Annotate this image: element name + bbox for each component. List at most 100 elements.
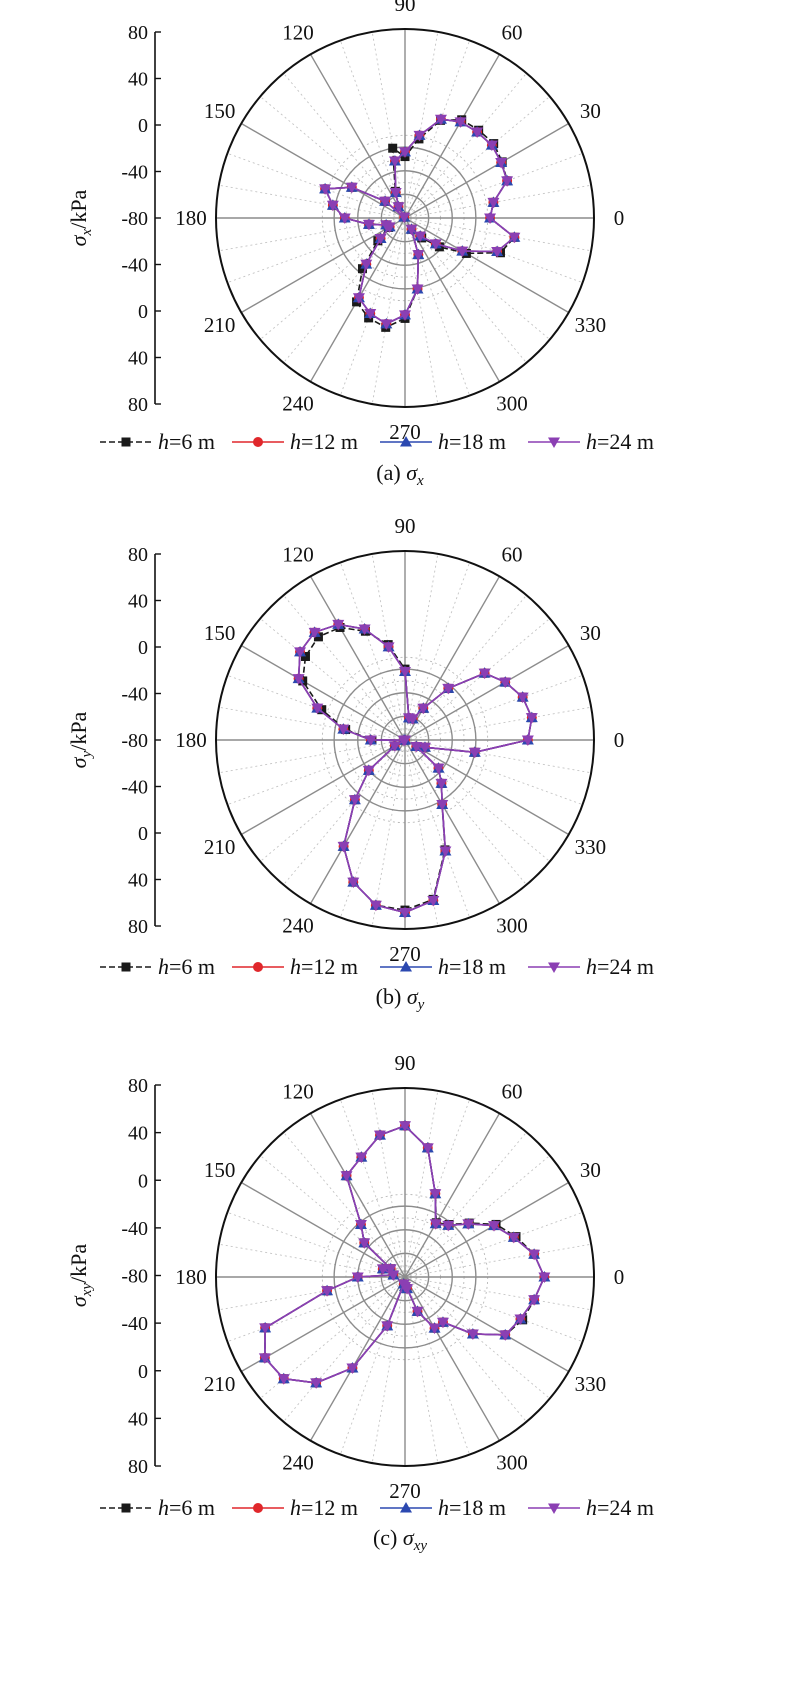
major-grid-spoke bbox=[404, 644, 570, 741]
legend-label: h=24 m bbox=[586, 1495, 654, 1520]
data-point bbox=[399, 310, 411, 321]
minor-grid-spoke bbox=[227, 1276, 406, 1343]
data-point bbox=[439, 846, 452, 858]
legend-label-rest: =18 m bbox=[449, 1495, 506, 1520]
data-point bbox=[405, 224, 418, 236]
data-point bbox=[525, 713, 538, 724]
legend-marker bbox=[253, 1503, 263, 1513]
major-grid-spoke bbox=[404, 739, 570, 836]
data-point bbox=[326, 200, 339, 212]
legend-label-var: h bbox=[158, 429, 169, 454]
legend-marker bbox=[121, 437, 131, 447]
angle-label: 180 bbox=[175, 728, 207, 752]
minor-grid-spoke bbox=[218, 1243, 406, 1278]
major-grid-spoke bbox=[240, 644, 406, 741]
data-point bbox=[388, 741, 401, 752]
radial-tick-label: 0 bbox=[138, 1361, 148, 1383]
radial-tick-label: 0 bbox=[138, 115, 148, 137]
angle-label: 180 bbox=[175, 206, 207, 230]
data-point bbox=[373, 1130, 386, 1142]
data-point bbox=[364, 308, 377, 320]
caption-prefix: (a) bbox=[376, 460, 406, 485]
minor-grid-spoke bbox=[339, 562, 406, 741]
outer-circle bbox=[215, 1087, 595, 1467]
legend-label: h=6 m bbox=[158, 954, 215, 979]
minor-grid-spoke bbox=[404, 1276, 439, 1464]
angle-label: 300 bbox=[496, 391, 528, 415]
polar-chart-2: 0 30 60 90 120 150 180 210 240 270 300 330 80 40 0 -40 -… bbox=[66, 514, 654, 1013]
minor-grid-spoke bbox=[404, 739, 551, 862]
major-grid-spoke bbox=[404, 575, 501, 741]
data-point bbox=[538, 1272, 551, 1283]
data-point bbox=[308, 627, 321, 639]
radial-tick-label: 40 bbox=[128, 870, 148, 892]
legend-label: h=6 m bbox=[158, 429, 215, 454]
data-point bbox=[389, 187, 402, 199]
minor-grid-spoke bbox=[404, 184, 592, 219]
y-axis-label-symbol: σ bbox=[66, 234, 91, 246]
angle-label: 330 bbox=[575, 313, 607, 337]
data-point bbox=[436, 1317, 449, 1329]
angle-label: 0 bbox=[614, 206, 625, 230]
data-point bbox=[432, 763, 445, 775]
data-point bbox=[466, 1329, 479, 1340]
minor-grid-spoke bbox=[404, 674, 583, 741]
legend-label-var: h bbox=[586, 429, 597, 454]
series-4 bbox=[319, 114, 521, 330]
major-grid-spoke bbox=[309, 53, 406, 219]
data-point bbox=[369, 900, 382, 912]
data-point bbox=[321, 1286, 334, 1297]
minor-grid-spoke bbox=[218, 706, 406, 741]
minor-grid-spoke bbox=[218, 217, 406, 252]
legend-marker bbox=[121, 962, 131, 972]
minor-grid-spoke bbox=[227, 152, 406, 219]
legend-label-var: h bbox=[158, 954, 169, 979]
legend-marker bbox=[400, 436, 412, 447]
chart-caption: (c) σxy bbox=[373, 1525, 427, 1554]
minor-grid-spoke bbox=[404, 152, 583, 219]
angle-label: 180 bbox=[175, 1265, 207, 1289]
minor-grid-spoke bbox=[404, 739, 592, 774]
data-point bbox=[347, 877, 360, 889]
legend-label: h=12 m bbox=[290, 1495, 358, 1520]
angle-label: 240 bbox=[282, 913, 314, 937]
data-point bbox=[435, 778, 448, 790]
radial-tick-label: -40 bbox=[121, 1218, 148, 1240]
data-point bbox=[528, 1249, 541, 1261]
caption-sub: y bbox=[416, 997, 425, 1013]
radial-tick-label: 40 bbox=[128, 591, 148, 613]
data-point bbox=[488, 1221, 501, 1232]
angle-label: 210 bbox=[204, 1372, 236, 1396]
radial-tick-label: 40 bbox=[128, 1123, 148, 1145]
legend-label-var: h bbox=[586, 1495, 597, 1520]
minor-grid-spoke bbox=[404, 739, 439, 927]
minor-grid-spoke bbox=[218, 1276, 406, 1311]
data-point bbox=[402, 713, 415, 724]
minor-grid-spoke bbox=[404, 594, 527, 741]
data-point bbox=[495, 157, 508, 169]
angle-label: 120 bbox=[282, 1080, 314, 1104]
angle-label: 300 bbox=[496, 1450, 528, 1474]
minor-grid-spoke bbox=[371, 217, 406, 405]
legend-label-var: h bbox=[290, 1495, 301, 1520]
outer-circle bbox=[215, 550, 595, 930]
minor-grid-spoke bbox=[227, 739, 406, 806]
legend-marker bbox=[253, 962, 263, 972]
angle-label: 270 bbox=[389, 942, 421, 966]
legend-label-rest: =24 m bbox=[597, 429, 654, 454]
radial-tick-label: -40 bbox=[121, 777, 148, 799]
data-point bbox=[454, 117, 467, 128]
data-point bbox=[418, 742, 431, 754]
minor-grid-spoke bbox=[227, 1211, 406, 1278]
data-point bbox=[398, 212, 411, 224]
major-grid-spoke bbox=[240, 122, 406, 219]
data-point bbox=[387, 1270, 400, 1281]
angle-label: 150 bbox=[204, 621, 236, 645]
angle-label: 60 bbox=[502, 543, 523, 567]
radial-tick-label: 80 bbox=[128, 394, 148, 416]
data-point bbox=[491, 247, 504, 258]
legend-label-var: h bbox=[290, 429, 301, 454]
angle-label: 270 bbox=[389, 1479, 421, 1503]
minor-grid-spoke bbox=[404, 1099, 471, 1278]
minor-grid-spoke bbox=[283, 739, 406, 886]
